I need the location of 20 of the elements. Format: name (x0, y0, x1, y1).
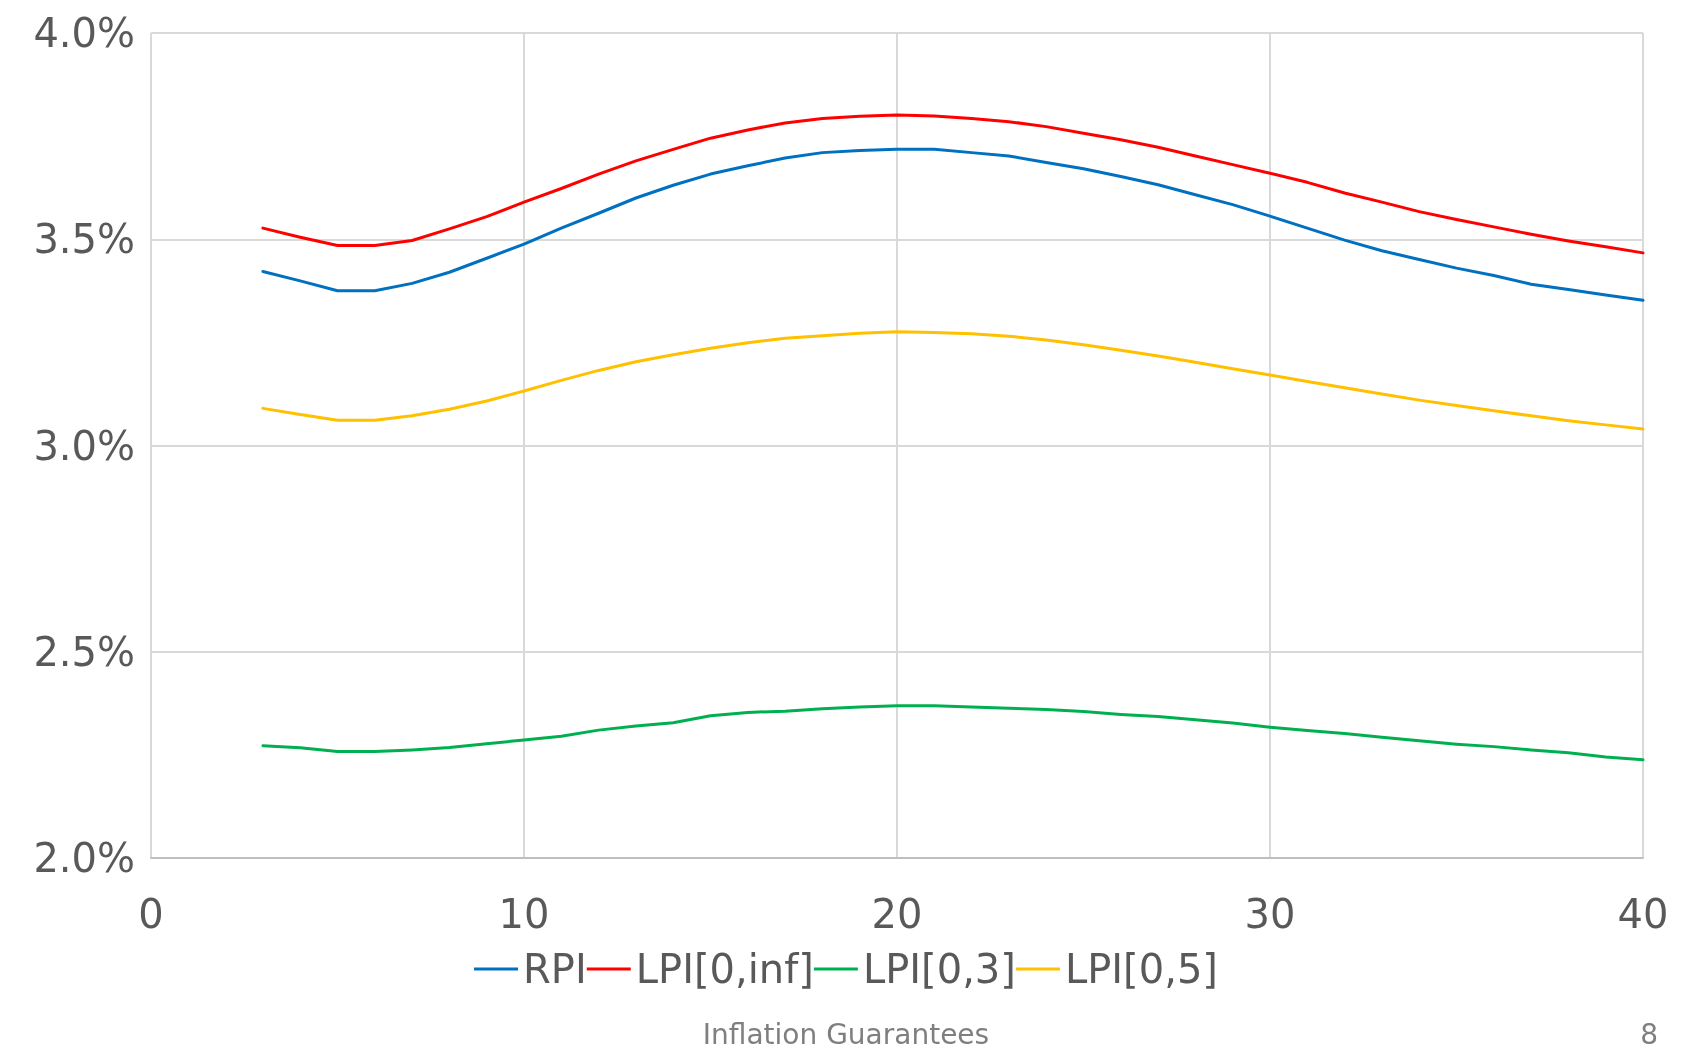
y-tick-label: 2.5% (33, 628, 135, 675)
legend-label: RPI (523, 946, 587, 992)
legend-label: LPI[0,5] (1064, 946, 1218, 992)
y-tick-label: 4.0% (33, 10, 135, 56)
x-tick-label: 20 (871, 891, 923, 937)
line-series (261, 704, 1645, 762)
y-tick-label: 3.5% (33, 216, 135, 263)
text: 8 (1640, 1017, 1659, 1051)
legend-label: LPI[0,inf] (635, 946, 814, 992)
x-tick-label: 40 (1617, 891, 1669, 937)
x-tick-label: 30 (1244, 891, 1296, 937)
text: Inflation Guarantees (702, 1017, 990, 1051)
line-series (261, 330, 1645, 431)
line-series (261, 147, 1645, 302)
y-tick-label: 2.0% (33, 835, 135, 881)
x-tick-label: 0 (138, 891, 164, 937)
x-tick-label: 10 (498, 891, 550, 937)
y-tick-label: 3.0% (33, 422, 135, 469)
line-series (261, 113, 1645, 255)
legend-label: LPI[0,3] (862, 946, 1016, 992)
